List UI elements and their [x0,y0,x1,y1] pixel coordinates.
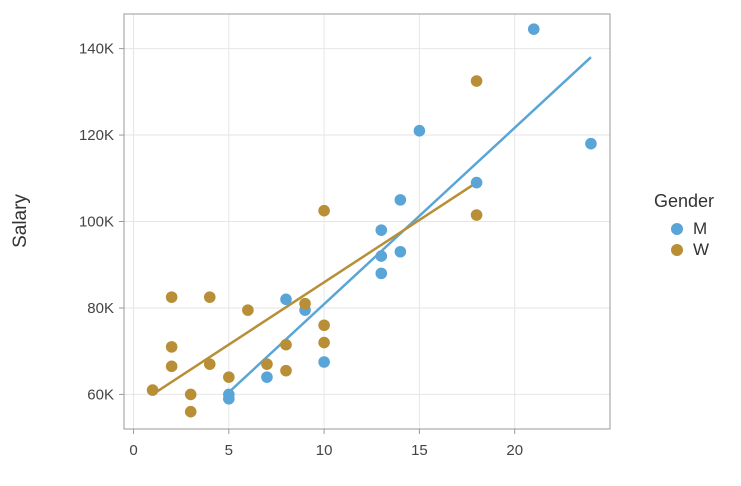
data-point-w [280,338,292,351]
data-point-w [470,75,483,87]
data-point-m [413,124,426,137]
data-point-w [318,319,330,332]
data-point-m [527,23,540,35]
y-tick-label: 120K [79,127,114,144]
trend-lines [151,56,592,396]
x-tick-label: 20 [506,442,523,459]
data-point-w [146,384,159,396]
trend-line-w [151,181,478,396]
data-point-m [375,250,388,262]
data-point-w [223,371,235,383]
data-point-w [203,291,216,303]
data-point-w [299,297,311,310]
legend-marker-m [671,223,683,235]
legend: Gender M W [654,191,714,259]
data-point-m [280,293,292,306]
y-tick-label: 60K [87,386,114,403]
data-point-w [184,388,197,401]
legend-title: Gender [654,191,714,211]
grid [124,14,610,429]
data-point-w [165,291,178,303]
data-point-m [223,388,235,401]
data-point-m [375,224,388,236]
data-point-w [318,336,330,349]
x-tick-label: 10 [316,442,333,459]
tick-labels: 0 5 10 15 20 60K 80K 100K 120K 140K [79,41,523,459]
data-point-m [375,267,388,280]
data-point-w [261,358,273,370]
x-tick-label: 15 [411,442,428,459]
data-point-w [203,358,216,370]
x-tick-label: 0 [129,442,137,459]
y-tick-label: 80K [87,300,114,317]
axes [119,13,611,434]
y-tick-label: 140K [79,41,114,58]
data-points [146,23,597,418]
data-point-w [184,405,197,418]
data-point-w [165,360,178,373]
data-point-w [165,341,178,353]
data-point-w [318,204,330,217]
data-point-w [280,364,292,377]
legend-marker-w [671,244,683,256]
data-point-w [470,209,483,221]
data-point-m [394,194,407,206]
data-point-m [261,371,273,383]
x-tick-label: 5 [225,442,233,459]
plot-frame [123,13,611,430]
legend-label-w: W [693,240,709,259]
data-point-m [470,176,483,189]
data-point-m [585,137,597,150]
data-point-w [242,304,254,316]
data-point-m [394,245,407,258]
data-point-m [318,356,330,368]
y-axis-label: Salary [10,194,31,248]
legend-label-m: M [693,219,707,238]
y-tick-label: 100K [79,214,114,231]
